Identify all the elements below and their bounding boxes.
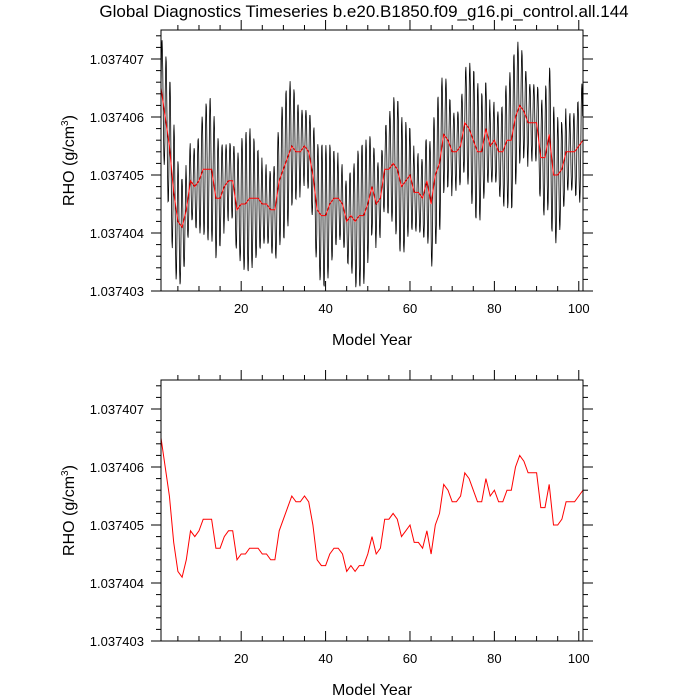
bottom-y-axis-title-close: ): [61, 465, 78, 470]
top-y-axis-title-main: RHO (g/cm: [61, 126, 78, 206]
bottom-x-axis-title: Model Year: [332, 682, 413, 699]
top-panel: 20 40 60 80 100 1.037403 1.037404 1.037405 1.037…: [60, 20, 593, 349]
top-annual-mean-line: [161, 87, 583, 229]
bottom-x-tick-label: 80: [487, 651, 501, 666]
top-x-tick-label: 80: [487, 301, 501, 316]
top-y-axis-title-sup: 3: [60, 120, 71, 126]
bottom-y-tick-label: 1.037405: [90, 518, 144, 533]
top-y-tick-label: 1.037407: [90, 52, 144, 67]
top-y-tick-label: 1.037405: [90, 168, 144, 183]
bottom-y-axis-title: RHO (g/cm3): [60, 465, 78, 556]
bottom-x-tick-label: 40: [318, 651, 332, 666]
bottom-ticks: 20 40 60 80 100 1.037403 1.037404 1.037405 1.037…: [90, 370, 593, 666]
bottom-plot-frame: [160, 379, 584, 642]
bottom-x-tick-label: 60: [403, 651, 417, 666]
top-x-tick-label: 20: [234, 301, 248, 316]
top-x-tick-label: 40: [318, 301, 332, 316]
bottom-y-tick-label: 1.037407: [90, 402, 144, 417]
bottom-annual-mean-line: [161, 437, 583, 579]
chart-title: Global Diagnostics Timeseries b.e20.B185…: [99, 2, 628, 21]
top-monthly-line: [161, 40, 583, 288]
bottom-x-tick-label: 20: [234, 651, 248, 666]
bottom-y-axis-title-sup: 3: [60, 470, 71, 476]
bottom-y-axis-title-main: RHO (g/cm: [61, 476, 78, 556]
bottom-y-tick-label: 1.037406: [90, 460, 144, 475]
top-y-tick-label: 1.037403: [90, 284, 144, 299]
top-y-axis-title: RHO (g/cm3): [60, 115, 78, 206]
top-y-tick-label: 1.037404: [90, 226, 144, 241]
bottom-x-tick-label: 100: [568, 651, 590, 666]
top-x-tick-label: 100: [568, 301, 590, 316]
bottom-y-tick-label: 1.037404: [90, 576, 144, 591]
top-ticks: 20 40 60 80 100 1.037403 1.037404 1.037405 1.037…: [90, 20, 593, 316]
top-series-layer: [161, 40, 583, 288]
top-plot-frame: [160, 29, 584, 292]
top-x-axis-title: Model Year: [332, 332, 413, 349]
bottom-panel: 20 40 60 80 100 1.037403 1.037404 1.037405 1.037…: [60, 370, 593, 699]
top-y-axis-title-close: ): [61, 115, 78, 120]
bottom-series-layer: [161, 437, 583, 579]
bottom-y-tick-label: 1.037403: [90, 634, 144, 649]
top-y-tick-label: 1.037406: [90, 110, 144, 125]
top-x-tick-label: 60: [403, 301, 417, 316]
